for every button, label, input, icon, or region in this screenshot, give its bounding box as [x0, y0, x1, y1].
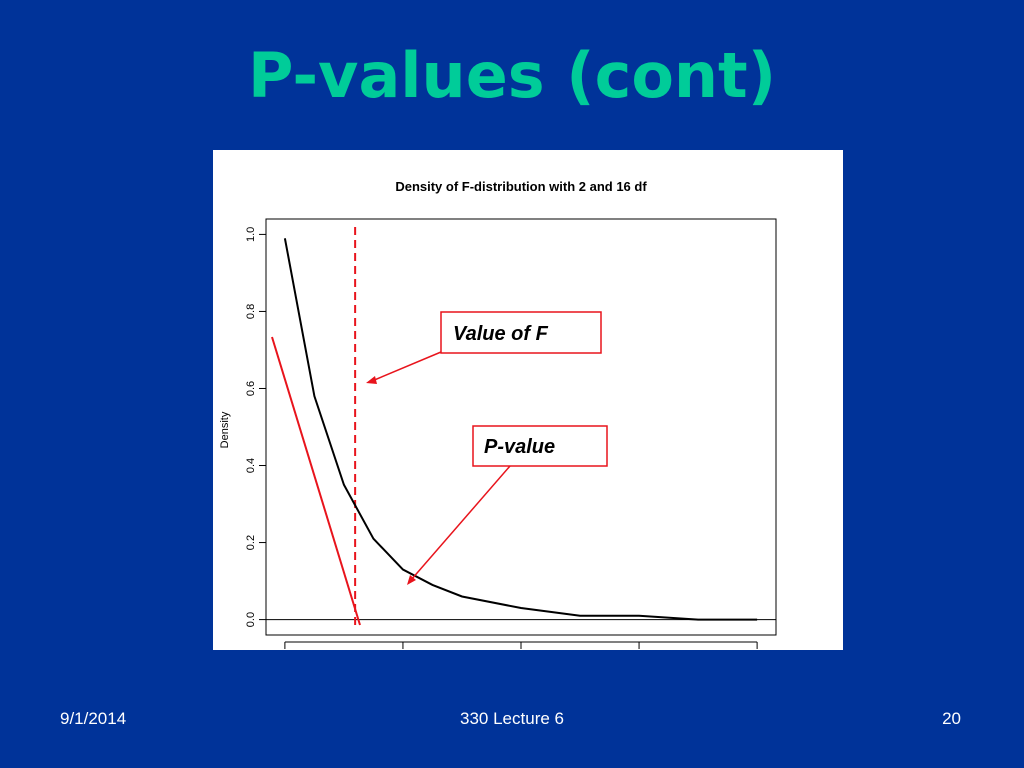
y-tick-label: 0.4 — [245, 458, 257, 473]
y-axis-label: Density — [219, 411, 231, 448]
arrow-head — [366, 376, 377, 384]
footer-date: 9/1/2014 — [60, 709, 126, 728]
slide-title: P-values (cont) — [248, 39, 776, 112]
chart-background — [213, 150, 843, 650]
y-tick-label: 0.0 — [245, 612, 257, 627]
annotation-text: P-value — [484, 436, 555, 458]
annotation-text: Value of F — [453, 323, 549, 345]
annotation-arrow — [371, 351, 442, 382]
y-tick-label: 0.2 — [245, 535, 257, 550]
plot-frame — [265, 218, 777, 636]
y-tick-label: 1.0 — [245, 227, 257, 242]
chart-title: Density of F-distribution with 2 and 16 … — [395, 179, 647, 194]
footer-center: 330 Lecture 6 — [460, 709, 564, 728]
red-annotation-line — [271, 336, 361, 626]
density-curve — [283, 238, 758, 621]
y-tick-label: 0.8 — [245, 304, 257, 319]
y-tick-label: 0.6 — [245, 381, 257, 396]
annotation-arrow — [410, 465, 511, 581]
annotation-box — [440, 311, 602, 354]
slide-number: 20 — [942, 709, 961, 728]
arrow-head — [407, 575, 416, 585]
annotation-box — [472, 425, 608, 467]
